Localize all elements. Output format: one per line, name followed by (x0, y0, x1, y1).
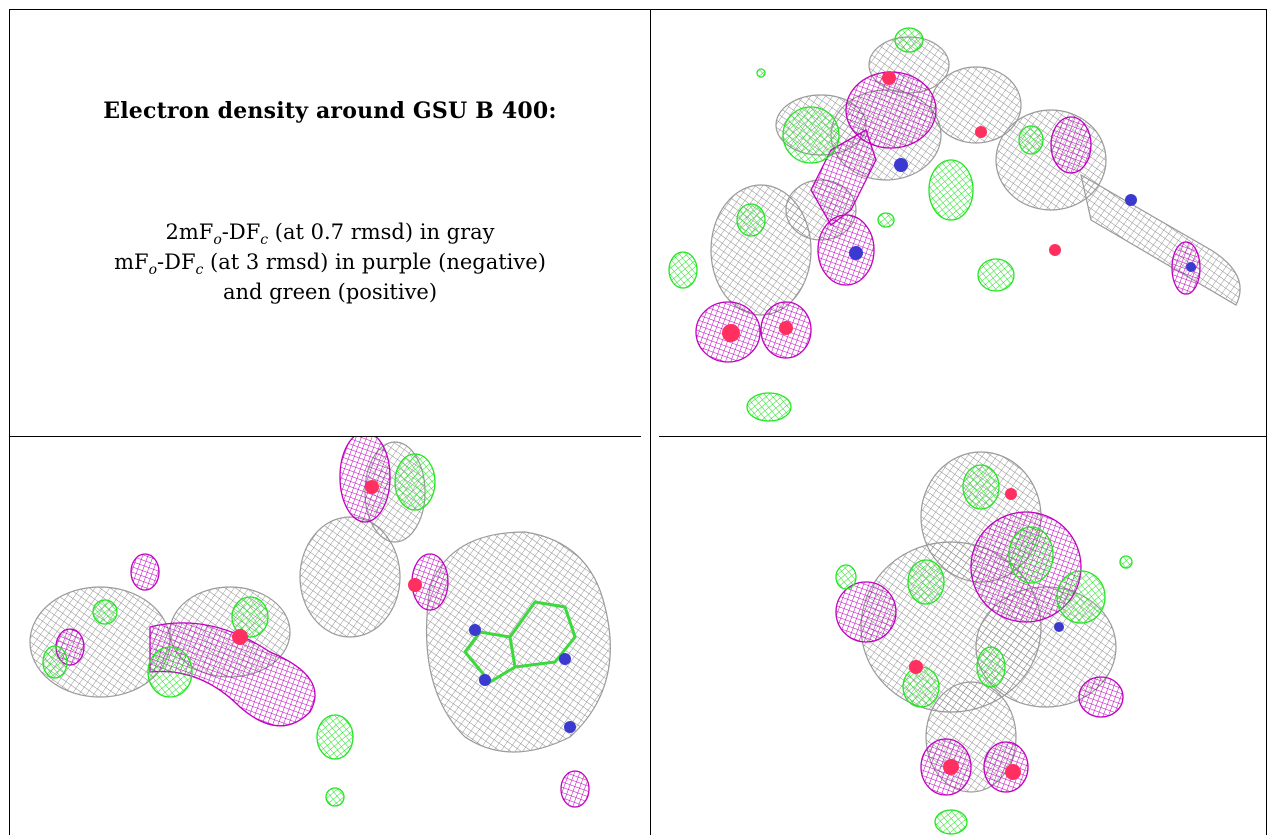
gray-mesh (710, 36, 1241, 316)
density-render-3 (835, 451, 1133, 835)
positive-density (668, 27, 1044, 422)
figure-grid: Electron density around GSU B 400: 2mFo-… (9, 9, 1267, 835)
caption-line-difference: mFo-DFc (at 3 rmsd) in purple (negative) (114, 250, 546, 279)
negative-density (695, 71, 1201, 363)
caption-line-positive: and green (positive) (222, 280, 438, 304)
left-border (9, 9, 10, 835)
density-view-top-right (651, 10, 1266, 436)
density-render-1 (668, 27, 1241, 422)
caption-panel: Electron density around GSU B 400: 2mFo-… (10, 10, 650, 436)
caption-title: Electron density around GSU B 400: (103, 98, 557, 124)
mid-border-right (659, 436, 1267, 437)
caption-line-gray: 2mFo-DFc (at 0.7 rmsd) in gray (165, 220, 495, 249)
center-divider (650, 9, 651, 835)
atoms (232, 480, 576, 733)
positive-density (42, 453, 436, 807)
density-view-bottom-right (651, 437, 1266, 835)
gray-mesh (29, 441, 611, 753)
mid-border-left (9, 436, 641, 437)
density-view-bottom-left (10, 437, 650, 835)
top-border (9, 9, 1267, 10)
density-render-2 (29, 437, 611, 808)
atoms (909, 488, 1064, 780)
negative-density (55, 437, 590, 808)
atoms (722, 71, 1196, 342)
right-border (1266, 9, 1267, 835)
